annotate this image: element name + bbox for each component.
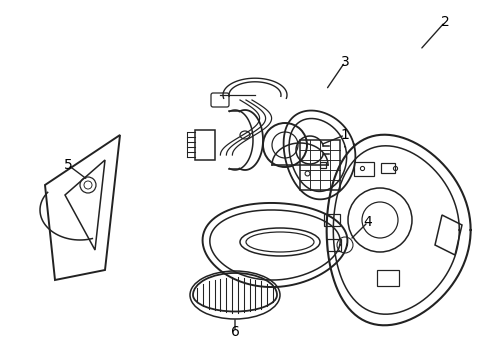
Text: 4: 4 [363, 215, 372, 229]
Text: 1: 1 [340, 128, 349, 142]
Text: 6: 6 [230, 325, 239, 339]
Text: 2: 2 [440, 15, 448, 29]
Text: 3: 3 [340, 55, 348, 69]
Text: 5: 5 [63, 158, 72, 172]
